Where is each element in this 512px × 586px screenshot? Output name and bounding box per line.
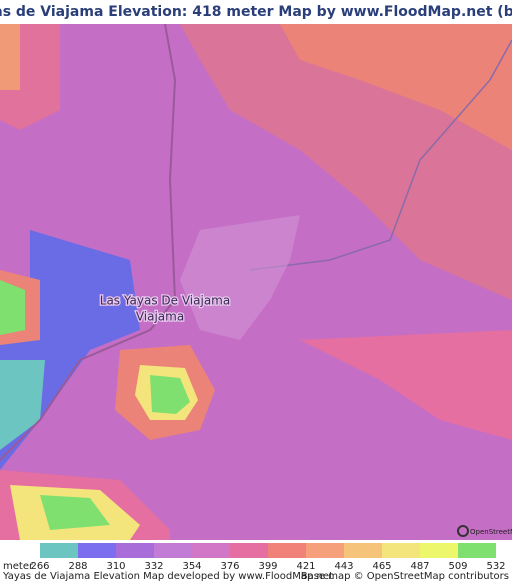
map: Las Yayas De Viajama Viajama OpenStreetM… [0, 23, 512, 540]
footer-right: Base map © OpenStreetMap contributors [301, 571, 509, 582]
place-label: Las Yayas De Viajama [100, 294, 230, 308]
legend-label: 509 [448, 561, 467, 572]
legend-swatch [344, 543, 382, 558]
legend-label: 399 [258, 561, 277, 572]
legend-swatch [192, 543, 230, 558]
osm-logo: OpenStreetMap [470, 528, 512, 536]
legend-swatch [78, 543, 116, 558]
legend-label: 288 [68, 561, 87, 572]
footer-left: Yayas de Viajama Elevation Map developed… [2, 571, 333, 582]
legend-swatch [116, 543, 154, 558]
legend-swatch [230, 543, 268, 558]
legend-swatch [40, 543, 78, 558]
legend-swatch [458, 543, 496, 558]
legend-swatch [154, 543, 192, 558]
legend-swatch [420, 543, 458, 558]
legend-label: 332 [144, 561, 163, 572]
title: Yayas de Viajama Elevation: 418 meter Ma… [0, 4, 512, 20]
legend-label: 465 [372, 561, 391, 572]
legend-label: 266 [30, 561, 49, 572]
legend-label: 532 [486, 561, 505, 572]
legend-label: 310 [106, 561, 125, 572]
legend-swatch [382, 543, 420, 558]
legend-swatch [268, 543, 306, 558]
legend-swatch [306, 543, 344, 558]
legend-label: 443 [334, 561, 353, 572]
legend-label: 487 [410, 561, 429, 572]
legend-unit: meter [3, 561, 34, 572]
legend-label: 354 [182, 561, 201, 572]
place-label: Viajama [136, 310, 184, 324]
legend-label: 421 [296, 561, 315, 572]
legend-label: 376 [220, 561, 239, 572]
